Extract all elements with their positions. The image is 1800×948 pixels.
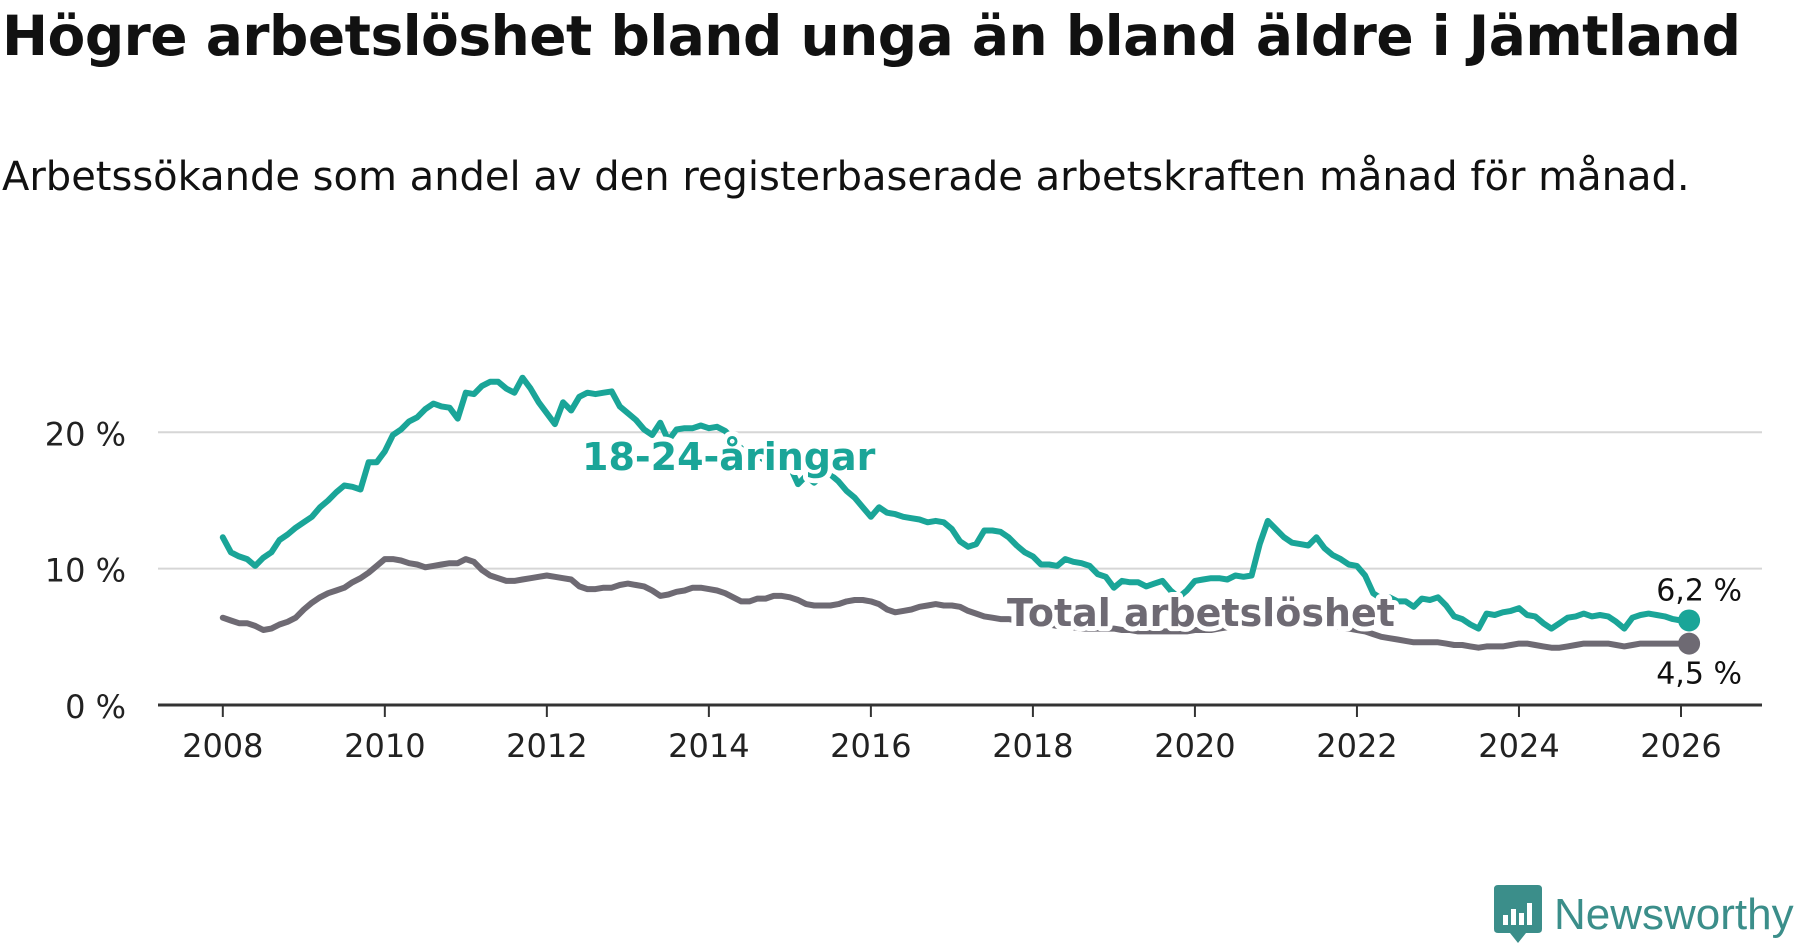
brand-logo: Newsworthy bbox=[1492, 885, 1794, 944]
x-tick-label: 2012 bbox=[506, 727, 587, 765]
newsworthy-logo-icon bbox=[1494, 885, 1542, 943]
series-label-total: Total arbetslöshet bbox=[1007, 591, 1395, 635]
brand-name: Newsworthy bbox=[1554, 890, 1794, 939]
x-tick-label: 2022 bbox=[1316, 727, 1397, 765]
chart-subtitle: Arbetssökande som andel av den registerb… bbox=[2, 154, 1690, 200]
x-tick-label: 2010 bbox=[344, 727, 425, 765]
end-label-youth: 6,2 % bbox=[1656, 573, 1742, 608]
series-line-youth bbox=[219, 374, 1693, 632]
chart-title: Högre arbetslöshet bland unga än bland ä… bbox=[2, 4, 1741, 68]
x-tick-label: 2008 bbox=[182, 727, 263, 765]
end-label-total: 4,5 % bbox=[1656, 657, 1742, 692]
series-label-youth: 18-24-åringar bbox=[582, 435, 876, 479]
series-line-total bbox=[219, 556, 1693, 651]
x-tick-label: 2024 bbox=[1478, 727, 1559, 765]
y-tick-label: 10 % bbox=[45, 552, 126, 590]
x-tick-label: 2026 bbox=[1640, 727, 1721, 765]
x-tick-label: 2014 bbox=[668, 727, 749, 765]
end-point-total bbox=[1678, 632, 1701, 655]
y-tick-label: 0 % bbox=[65, 688, 126, 726]
x-tick-label: 2018 bbox=[992, 727, 1073, 765]
end-point-youth bbox=[1678, 609, 1701, 632]
y-tick-label: 20 % bbox=[45, 415, 126, 453]
x-tick-label: 2020 bbox=[1154, 727, 1235, 765]
x-tick-label: 2016 bbox=[830, 727, 911, 765]
